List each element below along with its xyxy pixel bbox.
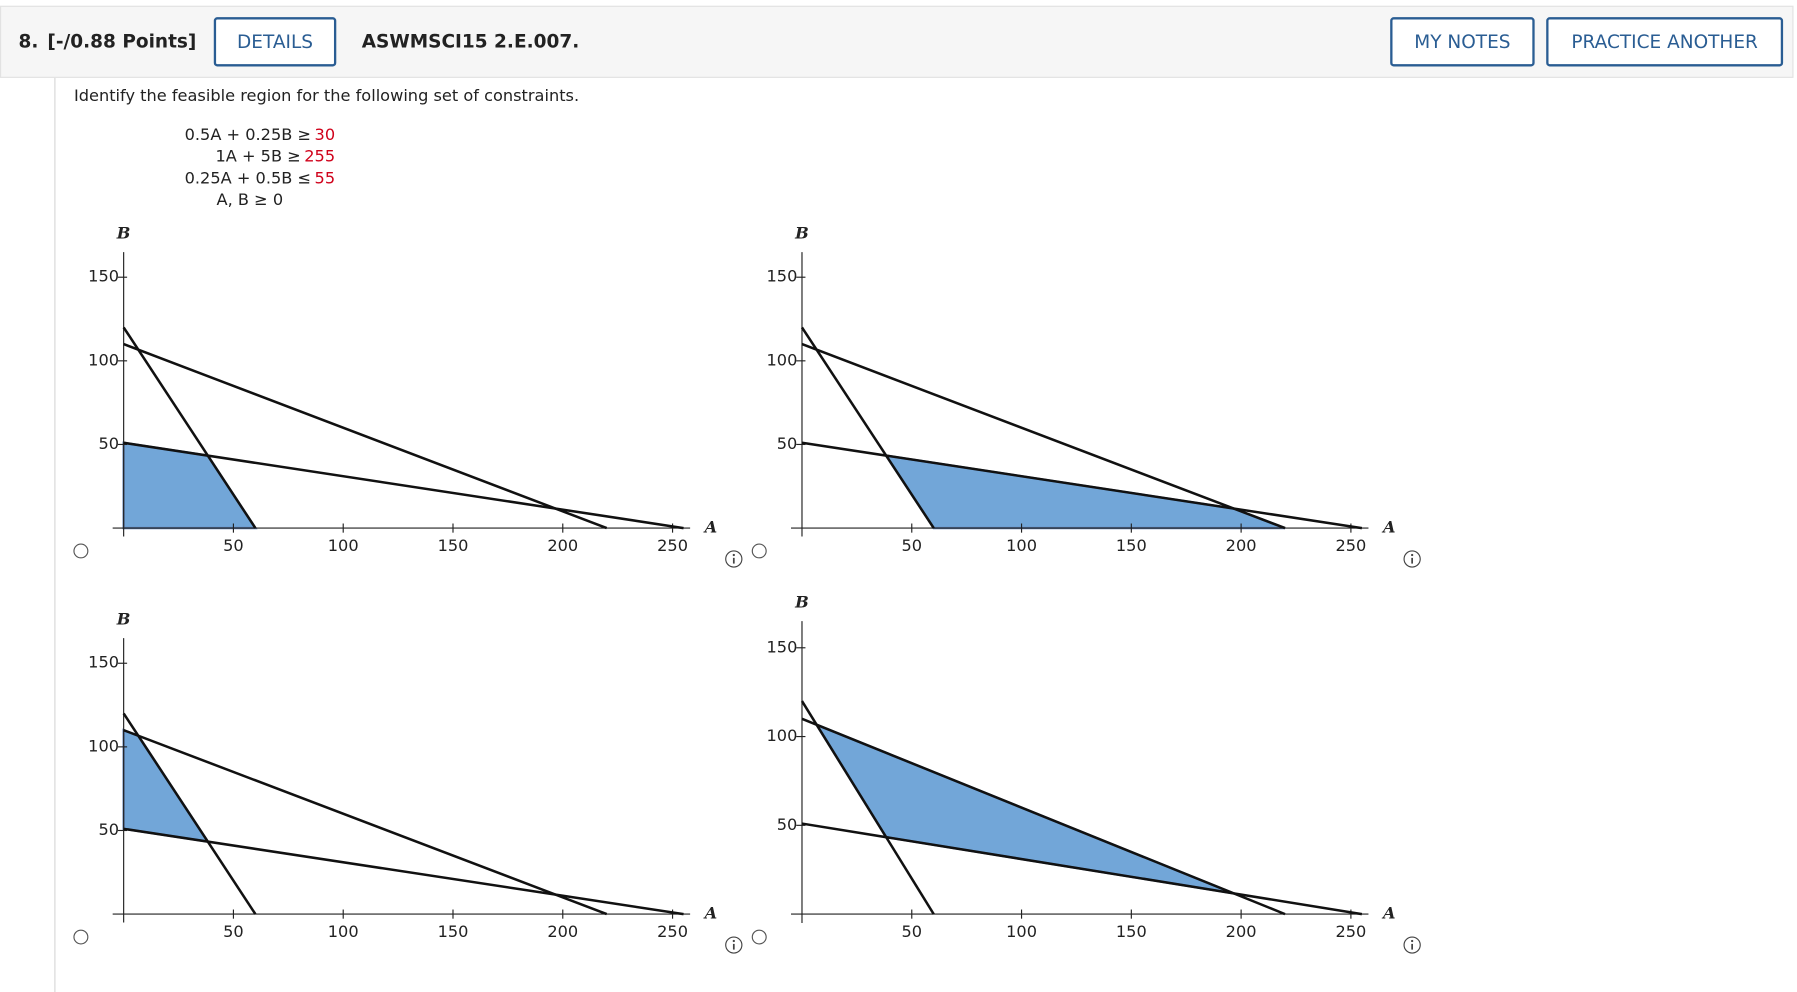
y-tick-label: 50 [777, 434, 798, 453]
constraint-rhs: 30 [314, 126, 336, 145]
x-tick-label: 250 [657, 922, 688, 941]
divider [54, 77, 56, 992]
details-button[interactable]: DETAILS [213, 17, 337, 67]
x-tick-label: 100 [1006, 536, 1037, 555]
constraint: A, B ≥ 0 [217, 191, 284, 209]
x-tick-label: 50 [223, 536, 244, 555]
constraint: 0.25A + 0.5B ≤55 [185, 170, 336, 188]
x-tick-label: 100 [1006, 922, 1037, 941]
y-tick-label: 50 [98, 820, 119, 839]
question-code: ASWMSCI15 2.E.007. [361, 30, 580, 53]
option-chart: 50 100 150 200 250 50 100 150 A B [73, 609, 743, 954]
x-tick-label: 200 [547, 536, 578, 555]
x-tick-label: 50 [901, 922, 922, 941]
radio-button[interactable] [751, 543, 767, 559]
constraint-rhs: 55 [314, 169, 336, 188]
question-number: 8. [18, 30, 39, 53]
x-tick-label: 150 [438, 922, 469, 941]
x-tick-label: 250 [1335, 922, 1366, 941]
option-chart: 50 100 150 200 250 50 100 150 A B [751, 223, 1421, 568]
y-tick-label: 100 [767, 726, 798, 745]
y-axis-label: B [794, 223, 809, 242]
constraint-lhs: 0.5A + 0.25B ≥ [184, 126, 312, 145]
constraint: 1A + 5B ≥255 [215, 148, 335, 166]
x-tick-label: 150 [1116, 922, 1147, 941]
constraint-line [123, 827, 684, 916]
x-tick-label: 100 [328, 536, 359, 555]
info-icon-dot [732, 553, 735, 557]
feasible-region [883, 454, 1286, 530]
constraint: 0.5A + 0.25B ≥30 [185, 126, 336, 144]
constraint-line [800, 700, 935, 915]
constraint-line [801, 822, 1363, 916]
option-chart: 50 100 150 200 250 50 100 150 A B [751, 592, 1421, 954]
x-axis-label: A [703, 904, 718, 923]
y-tick-label: 100 [767, 350, 798, 369]
y-tick-label: 150 [767, 637, 798, 656]
option-chart: 50 100 150 200 250 50 100 150 A B [73, 223, 743, 568]
x-tick-label: 150 [438, 536, 469, 555]
question-text: Identify the feasible region for the fol… [73, 87, 580, 106]
y-tick-label: 150 [767, 267, 798, 286]
constraint-line [123, 342, 608, 530]
x-tick-label: 200 [1226, 922, 1257, 941]
constraint-lhs: A, B ≥ 0 [216, 191, 284, 210]
y-tick-label: 50 [777, 815, 798, 834]
constraint-line [122, 712, 257, 915]
constraint-line [800, 326, 935, 529]
y-tick-label: 50 [98, 434, 119, 453]
x-tick-label: 50 [901, 536, 922, 555]
constraint-lhs: 0.25A + 0.5B ≤ [184, 169, 312, 188]
y-tick-label: 150 [88, 267, 119, 286]
x-tick-label: 100 [328, 922, 359, 941]
y-tick-label: 100 [88, 350, 119, 369]
practice-another-button[interactable]: PRACTICE ANOTHER [1546, 17, 1784, 67]
y-axis-label: B [116, 609, 131, 628]
x-tick-label: 250 [1335, 536, 1366, 555]
info-icon-dot [1410, 939, 1414, 943]
constraint-line [123, 728, 608, 916]
info-icon-dot [1410, 553, 1414, 557]
x-tick-label: 200 [1226, 536, 1257, 555]
constraint-rhs: 255 [304, 147, 336, 167]
feasible-region [122, 441, 258, 530]
constraint-line [801, 717, 1286, 916]
info-icon-dot [732, 939, 735, 943]
constraint-line [123, 441, 684, 530]
y-tick-label: 100 [88, 736, 119, 755]
x-axis-label: A [1381, 518, 1396, 537]
y-tick-label: 150 [88, 653, 119, 672]
constraint-line [801, 441, 1363, 530]
x-tick-label: 50 [223, 922, 244, 941]
constraint-line [801, 342, 1286, 530]
y-axis-label: B [116, 223, 131, 242]
constraint-line [122, 326, 257, 529]
constraint-lhs: 1A + 5B ≥ [215, 147, 301, 167]
x-tick-label: 250 [657, 536, 688, 555]
radio-button[interactable] [751, 929, 767, 945]
radio-button[interactable] [73, 929, 89, 945]
x-axis-label: A [1381, 904, 1396, 923]
x-tick-label: 150 [1116, 536, 1147, 555]
my-notes-button[interactable]: MY NOTES [1390, 17, 1535, 67]
x-axis-label: A [703, 518, 718, 537]
points: [-/0.88 Points] [47, 30, 197, 53]
y-axis-label: B [794, 592, 809, 611]
radio-button[interactable] [73, 543, 89, 559]
x-tick-label: 200 [547, 922, 578, 941]
